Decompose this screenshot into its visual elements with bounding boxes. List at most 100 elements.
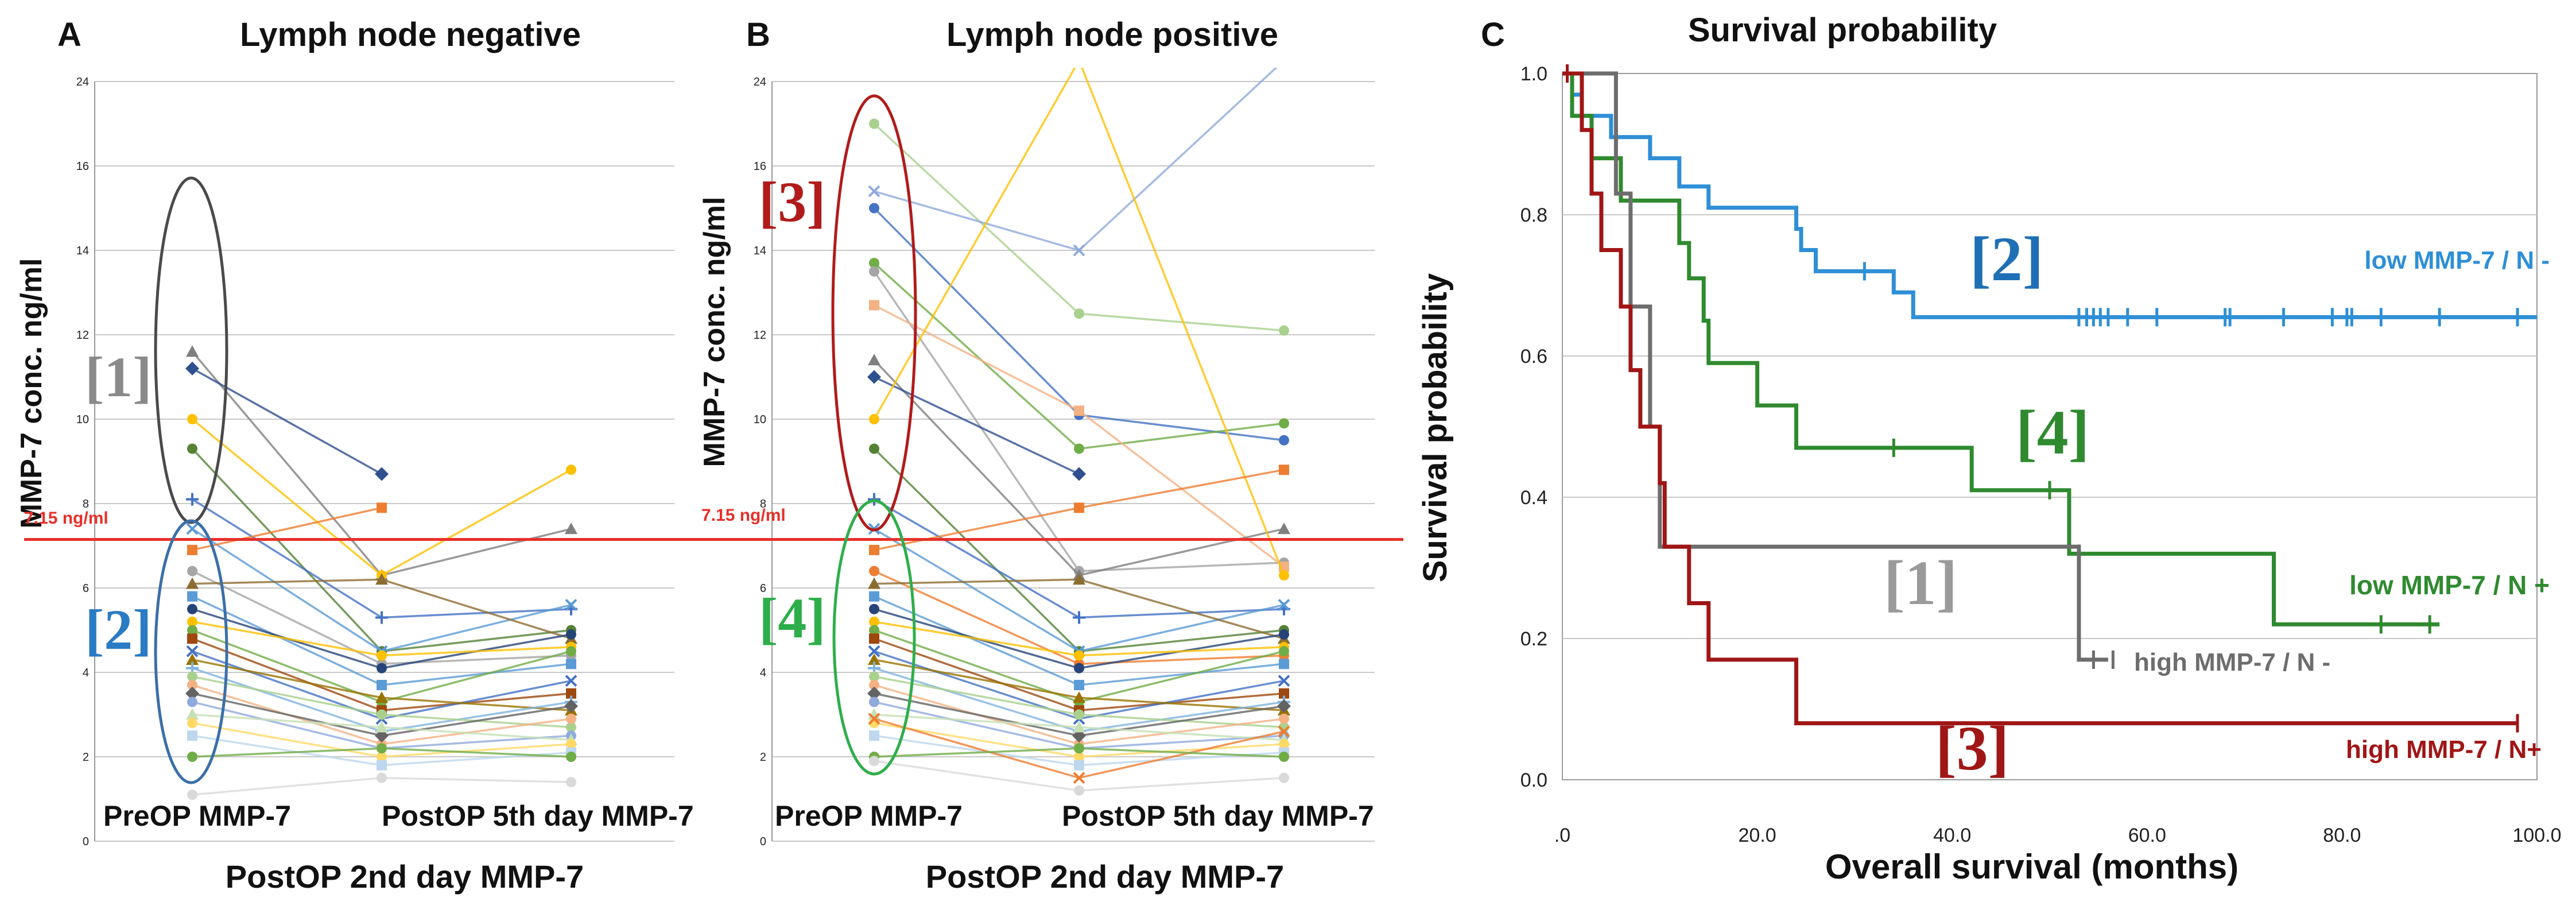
data-point-p5: [375, 611, 388, 624]
data-point-q13: [1074, 502, 1084, 513]
data-point-q32: [1279, 752, 1289, 762]
data-point-q22: [868, 653, 880, 665]
data-point-q4: [1074, 443, 1084, 454]
panel-c: C Survival probability 0.0 0.2 0.4 0.6 0.8 1.…: [1417, 11, 2562, 886]
data-point-q7: [868, 354, 880, 366]
data-point-p26: [566, 777, 576, 788]
panel-b-post5-label: PostOP 5th day MMP-7: [1062, 800, 1374, 832]
data-point-p1: [186, 345, 199, 357]
km-y-tick-label: 0.4: [1520, 487, 1547, 509]
y-tick-label: 0: [760, 835, 766, 848]
data-point-q24: [869, 671, 879, 682]
km-label-low-npos: low MMP-7 / N +: [2349, 570, 2550, 600]
data-point-p23: [187, 718, 197, 729]
data-point-q11: [1073, 611, 1085, 624]
km-x-tick-label: 100.0: [2512, 825, 2561, 846]
data-point-p14: [187, 633, 197, 644]
data-point-q19: [1279, 646, 1289, 657]
data-point-q8: [1072, 467, 1086, 481]
km-curve-0: [1562, 71, 2537, 319]
km-y-tick-label: 0.2: [1520, 628, 1547, 650]
data-point-q33: [1074, 785, 1084, 796]
km-x-tick-label: 60.0: [2128, 825, 2166, 846]
y-tick-label: 8: [760, 498, 766, 510]
data-point-p7: [187, 544, 197, 555]
series-group: [867, 55, 1291, 796]
data-point-q4: [1279, 418, 1289, 429]
panel-a-letter: A: [57, 16, 82, 53]
data-point-q5: [869, 266, 879, 277]
data-point-q8: [867, 370, 881, 384]
data-point-q17: [1279, 629, 1289, 640]
data-point-q17: [1074, 663, 1084, 674]
data-point-p12: [377, 650, 387, 661]
data-point-q15: [1073, 573, 1085, 585]
data-point-p3: [187, 414, 197, 424]
data-point-p2: [185, 361, 199, 376]
series-line-p6: [192, 528, 572, 653]
data-point-p19: [566, 713, 576, 724]
data-point-p8: [187, 566, 197, 576]
data-point-q21: [1278, 675, 1290, 687]
data-point-p1: [565, 523, 577, 535]
y-tick-label: 24: [76, 76, 89, 88]
data-point-p5: [186, 493, 199, 506]
data-point-p22: [375, 721, 388, 733]
y-tick-label: 14: [754, 245, 766, 257]
group-3-ellipse: [831, 94, 917, 532]
data-point-p25: [377, 743, 387, 754]
data-point-q31: [868, 713, 880, 725]
series-line-q8: [874, 376, 1080, 475]
panel-a-ylabel: MMP-7 conc. ng/ml: [15, 258, 48, 529]
data-point-p9: [186, 577, 199, 589]
data-point-q31: [1278, 725, 1290, 738]
data-point-p15: [565, 675, 577, 687]
panel-a-xlabel: PostOP 2nd day MMP-7: [226, 858, 584, 895]
km-group-3-label: [3]: [1935, 713, 2009, 783]
y-tick-label: 8: [83, 498, 89, 510]
data-point-p23: [566, 738, 576, 749]
data-point-p13: [566, 646, 576, 657]
data-point-q33: [869, 756, 879, 767]
data-point-q1: [1074, 308, 1084, 319]
series-line-q12: [874, 528, 1285, 653]
km-x-tick-label: 40.0: [1933, 825, 1971, 846]
data-point-q13: [1279, 465, 1289, 475]
data-point-p13: [187, 625, 197, 636]
km-curve-2: [1562, 71, 2108, 662]
data-point-q14: [869, 566, 879, 576]
km-x-tick-label: .0: [1554, 825, 1570, 846]
group-4-label: [4]: [759, 586, 826, 650]
data-point-q18: [869, 616, 879, 627]
data-point-q3: [869, 203, 879, 214]
data-point-q19: [869, 625, 879, 636]
km-y-tick-label: 0.0: [1520, 769, 1547, 791]
data-point-p15: [186, 645, 199, 657]
group-2-ellipse: [154, 519, 228, 784]
y-tick-label: 12: [754, 329, 766, 342]
y-tick-label: 0: [83, 835, 89, 848]
y-tick-label: 16: [754, 160, 766, 173]
data-point-q2: [1073, 244, 1085, 257]
data-point-q16: [1074, 680, 1084, 691]
data-point-q4: [869, 258, 879, 269]
group-4-ellipse: [832, 499, 916, 776]
panel-a-post5-label: PostOP 5th day MMP-7: [382, 800, 694, 832]
data-point-q30: [869, 730, 879, 741]
data-point-p10: [566, 659, 576, 670]
km-curve-3: [1562, 71, 2518, 726]
data-point-p3: [566, 465, 576, 475]
km-plot-frame: [1562, 73, 2538, 780]
y-tick-label: 24: [754, 76, 766, 88]
data-point-p4: [187, 443, 197, 454]
y-tick-label: 10: [754, 413, 766, 426]
data-point-p24: [377, 760, 387, 771]
group-1-ellipse: [154, 176, 228, 524]
data-point-q20: [869, 633, 879, 644]
series-line-p7: [192, 506, 382, 551]
data-point-q2: [1279, 55, 1289, 65]
